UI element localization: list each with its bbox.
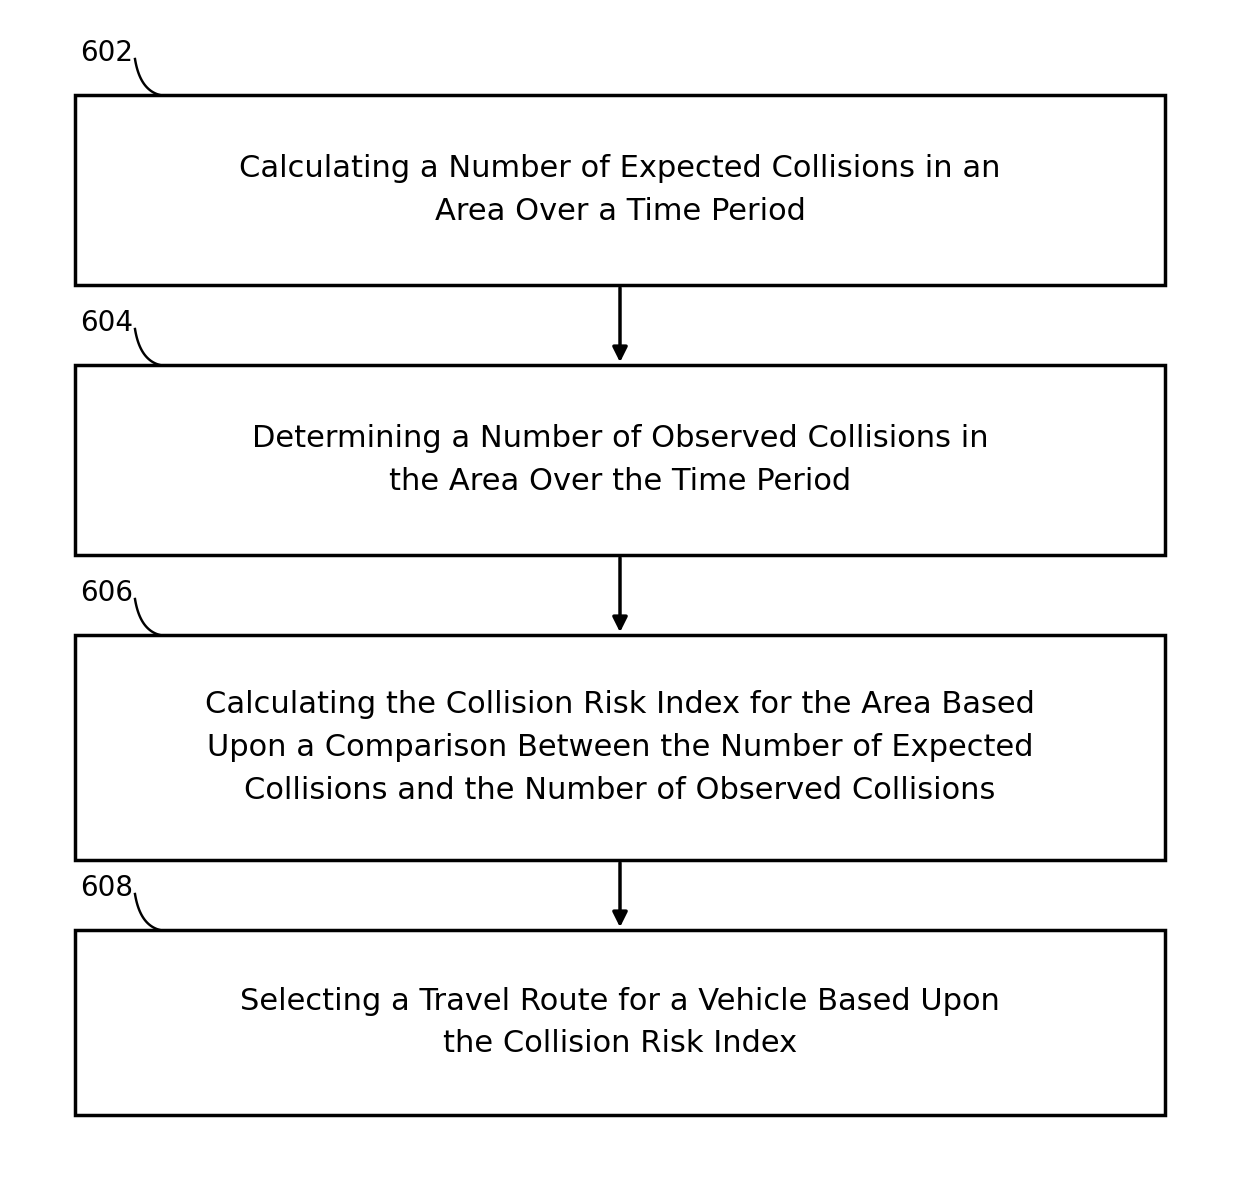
Text: 602: 602	[81, 39, 133, 67]
Bar	[74, 635, 1166, 859]
Bar	[74, 930, 1166, 1115]
Text: Calculating a Number of Expected Collisions in an
Area Over a Time Period: Calculating a Number of Expected Collisi…	[239, 154, 1001, 226]
Text: Determining a Number of Observed Collisions in
the Area Over the Time Period: Determining a Number of Observed Collisi…	[252, 424, 988, 496]
Text: Calculating the Collision Risk Index for the Area Based
Upon a Comparison Betwee: Calculating the Collision Risk Index for…	[205, 690, 1035, 805]
Text: 606: 606	[81, 579, 133, 607]
Text: 608: 608	[81, 874, 133, 902]
Text: Selecting a Travel Route for a Vehicle Based Upon
the Collision Risk Index: Selecting a Travel Route for a Vehicle B…	[241, 987, 999, 1059]
Bar	[74, 95, 1166, 285]
Text: 604: 604	[81, 309, 133, 337]
Bar	[74, 365, 1166, 555]
